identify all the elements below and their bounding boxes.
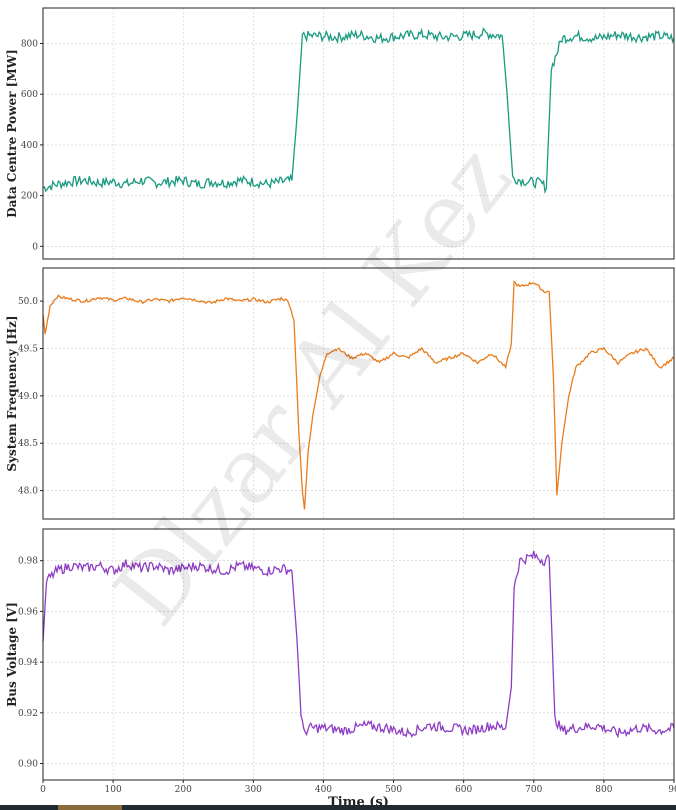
y-axis-label: Bus Voltage [V] (5, 602, 19, 707)
x-tick-label: 500 (385, 785, 402, 795)
y-tick-label: 48.0 (18, 487, 38, 497)
y-tick-label: 0.94 (18, 658, 38, 668)
y-tick-label: 48.5 (18, 439, 38, 449)
plot-frame (42, 528, 675, 781)
x-tick-label: 200 (175, 785, 192, 795)
watermark: Dlzar Al Kez (94, 127, 532, 645)
footer-accent (58, 805, 122, 810)
x-tick-label: 800 (595, 785, 612, 795)
x-tick-label: 90 (668, 785, 676, 795)
y-tick-label: 49.5 (18, 345, 38, 355)
plot-frame (42, 267, 675, 520)
y-tick-label: 0 (32, 242, 38, 252)
y-axis-label: System Frequency [Hz] (5, 315, 19, 471)
footer-bar (0, 805, 676, 810)
y-tick-label: 600 (21, 90, 38, 100)
y-tick-label: 200 (21, 192, 38, 202)
chart-panel-2: 48.0 48.5 49.0 49.5 50.0 System Frequency [Hz… (5, 267, 675, 520)
y-axis-label: Data Centre Power [MW] (5, 49, 19, 218)
y-tick-label: 50.0 (18, 297, 38, 307)
x-tick-label: 100 (105, 785, 122, 795)
y-tick-label: 0.90 (18, 760, 38, 770)
series-line-1 (42, 280, 675, 510)
x-tick-label: 400 (315, 785, 332, 795)
series-line-1 (42, 550, 675, 739)
y-tick-label: 0.92 (18, 709, 38, 719)
x-tick-label: 700 (525, 785, 542, 795)
plot-frame (42, 7, 675, 260)
y-tick-label: 0.98 (18, 557, 38, 567)
y-tick-label: 0.96 (18, 607, 38, 617)
y-tick-label: 49.0 (18, 392, 38, 402)
series-line-1 (42, 27, 675, 195)
x-tick-label: 300 (245, 785, 262, 795)
x-tick-label: 600 (455, 785, 472, 795)
y-tick-label: 400 (21, 141, 38, 151)
y-tick-label: 800 (21, 39, 38, 49)
chart-panel-3: 0.90 0.92 0.94 0.96 0.98 Bus Voltage [V] 0 100 2… (5, 528, 676, 810)
x-tick-label: 0 (40, 785, 46, 795)
